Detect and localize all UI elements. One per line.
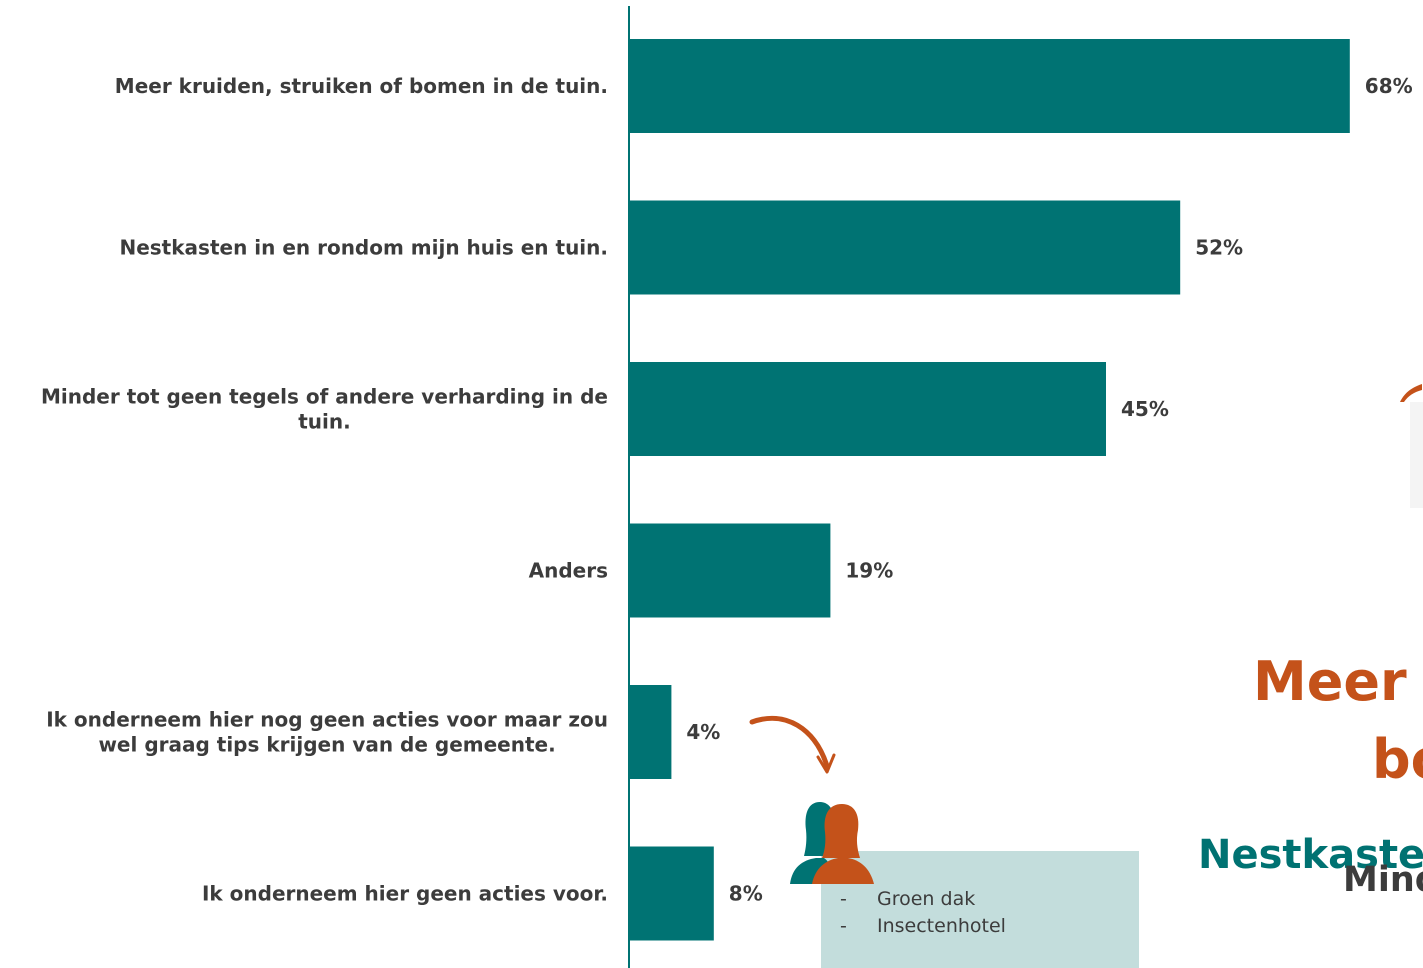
category-label-line: Nestkasten in en rondom mijn huis en tui… <box>119 236 608 260</box>
bullet-dash: - <box>840 915 847 937</box>
bar <box>629 523 831 618</box>
bars-group <box>629 39 1350 941</box>
side-headline-line-1: Meer k <box>1253 650 1423 713</box>
category-label-line: Ik onderneem hier geen acties voor. <box>202 882 608 906</box>
category-label: Minder tot geen tegels of andere verhard… <box>41 385 608 434</box>
data-label: 8% <box>729 882 763 906</box>
decorative-brush-stroke <box>1400 384 1422 402</box>
bar <box>629 362 1106 456</box>
category-labels-group: Meer kruiden, struiken of bomen in de tu… <box>41 74 608 906</box>
data-label: 68% <box>1365 74 1413 98</box>
data-label: 19% <box>845 559 893 583</box>
category-label-line: Ik onderneem hier nog geen acties voor m… <box>46 708 608 732</box>
category-label-line: Meer kruiden, struiken of bomen in de tu… <box>115 74 608 98</box>
category-label: Nestkasten in en rondom mijn huis en tui… <box>119 236 608 260</box>
category-label: Ik onderneem hier nog geen acties voor m… <box>46 708 608 757</box>
category-label-line: wel graag tips krijgen van de gemeente. <box>98 733 555 757</box>
category-label: Ik onderneem hier geen acties voor. <box>202 882 608 906</box>
bar <box>629 685 672 779</box>
data-label: 4% <box>686 720 720 744</box>
decorative-panel-edge <box>1410 402 1423 508</box>
callout-box <box>821 851 1139 968</box>
callout-item: - Groen dak <box>840 886 1006 913</box>
bullet-dash: - <box>840 888 847 910</box>
callout-item: - Insectenhotel <box>840 913 1006 940</box>
category-label-line: tuin. <box>298 410 351 434</box>
curved-arrow <box>749 715 830 769</box>
bar <box>629 200 1181 295</box>
side-headline-line-2: bo <box>1372 728 1423 791</box>
side-headline-line-4: Mind <box>1343 860 1423 900</box>
callout-item-text: Groen dak <box>877 888 976 910</box>
callout-list: - Groen dak - Insectenhotel <box>840 886 1006 940</box>
bar <box>629 39 1350 133</box>
data-label: 45% <box>1121 397 1169 421</box>
category-label: Anders <box>529 559 608 583</box>
bar <box>629 846 714 941</box>
category-label-line: Anders <box>529 559 608 583</box>
people-icon <box>790 802 874 884</box>
side-headline-line-3: Nestkaste <box>1198 832 1423 878</box>
category-label: Meer kruiden, struiken of bomen in de tu… <box>115 74 608 98</box>
callout-item-text: Insectenhotel <box>877 915 1006 937</box>
arrow-head <box>816 753 836 774</box>
value-labels-group: 68% 52% 45% 19% 4% 8% <box>686 74 1412 906</box>
category-label-line: Minder tot geen tegels of andere verhard… <box>41 385 608 409</box>
data-label: 52% <box>1195 236 1243 260</box>
